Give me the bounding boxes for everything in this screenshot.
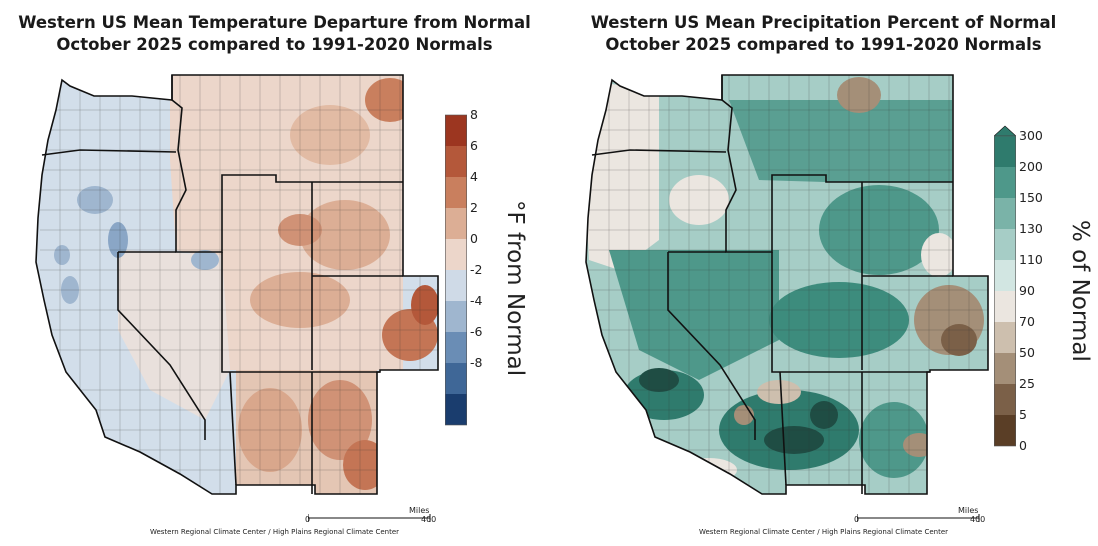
temperature-legend-tick: 8 [470,107,478,122]
precipitation-colorbar-segment [994,260,1016,291]
precipitation-legend-tick: 25 [1019,376,1035,391]
temperature-colorbar-segment [445,146,467,177]
temperature-colorbar-segment [445,239,467,270]
temperature-title: Western US Mean Temperature Departure fr… [0,12,549,56]
precipitation-legend-tick: 90 [1019,283,1035,298]
precipitation-colorbar-segment [994,167,1016,198]
temperature-legend-title: °F from Normal [502,200,528,377]
temperature-legend: 8 6 4 2 0 -2 -4 -6 -8 °F from Normal [445,107,545,460]
temperature-legend-tick: 6 [470,138,478,153]
temperature-title-line1: Western US Mean Temperature Departure fr… [18,13,531,32]
temperature-colorbar-segment [445,394,467,425]
temperature-scale-bar: Miles 0 400 [305,506,437,524]
precipitation-title-line2: October 2025 compared to 1991-2020 Norma… [605,35,1042,54]
precipitation-panel: Western US Mean Precipitation Percent of… [549,0,1098,546]
precipitation-colorbar-segment [994,291,1016,322]
precipitation-colorbar-segment [994,384,1016,415]
temperature-map-fill [36,75,438,494]
precipitation-colorbar [994,125,1016,447]
precipitation-colorbar-segment [994,322,1016,353]
precipitation-scale-label: Miles [958,506,979,515]
precipitation-legend-tick: 110 [1019,252,1043,267]
precipitation-legend-tick: 0 [1019,438,1027,453]
precipitation-scale-max: 400 [970,515,986,524]
temperature-colorbar-segment [445,115,467,146]
temperature-credit: Western Regional Climate Center / High P… [149,528,400,536]
temperature-title-line2: October 2025 compared to 1991-2020 Norma… [56,35,493,54]
temperature-colorbar-segment [445,208,467,239]
precipitation-county-lines [589,75,988,494]
precipitation-credit: Western Regional Climate Center / High P… [698,528,949,536]
precipitation-legend-tick: 300 [1019,128,1043,143]
precipitation-colorbar-overflow-arrow [994,125,1016,137]
precipitation-legend-tick: 70 [1019,314,1035,329]
precipitation-legend-tick: 130 [1019,221,1043,236]
temperature-legend-tick: 4 [470,169,478,184]
precipitation-scale-min: 0 [854,515,860,524]
precipitation-legend-tick: 150 [1019,190,1043,205]
precipitation-map [585,74,989,495]
precipitation-legend-tick: 200 [1019,159,1043,174]
precipitation-legend-tick: 5 [1019,407,1027,422]
precipitation-colorbar-segment [994,415,1016,446]
temperature-scale-max: 400 [421,515,437,524]
precipitation-colorbar-segment [994,229,1016,260]
temperature-legend-tick: -8 [470,355,483,370]
temperature-colorbar-segment [445,332,467,363]
precipitation-scale-bar: Miles 0 400 [854,506,986,524]
temperature-colorbar-segment [445,301,467,332]
precipitation-map-fill [586,75,988,494]
precipitation-state-borders [585,74,989,495]
temperature-scale-label: Miles [409,506,430,515]
precipitation-title-line1: Western US Mean Precipitation Percent of… [590,13,1057,32]
temperature-legend-tick: 0 [470,231,478,246]
temperature-scale-min: 0 [305,515,311,524]
temperature-legend-tick: 2 [470,200,478,215]
temperature-county-lines [40,75,438,494]
temperature-state-borders [35,74,439,495]
temperature-colorbar [445,114,467,426]
temperature-panel: Western US Mean Temperature Departure fr… [0,12,549,536]
precipitation-legend-tick: 50 [1019,345,1035,360]
temperature-colorbar-segment [445,363,467,394]
precipitation-colorbar-segment [994,198,1016,229]
temperature-legend-tick: -6 [470,324,483,339]
temperature-legend-tick: -4 [470,293,483,308]
precipitation-colorbar-segment [994,136,1016,167]
precipitation-legend-title: % of Normal [1067,220,1093,362]
precipitation-title: Western US Mean Precipitation Percent of… [549,12,1098,56]
temperature-colorbar-segment [445,177,467,208]
precipitation-legend: 300 200 150 130 110 90 70 50 25 5 0 % of Normal [994,124,1094,464]
temperature-legend-tick: -2 [470,262,483,277]
precipitation-colorbar-segment [994,353,1016,384]
temperature-colorbar-segment [445,270,467,301]
temperature-map [35,74,439,495]
